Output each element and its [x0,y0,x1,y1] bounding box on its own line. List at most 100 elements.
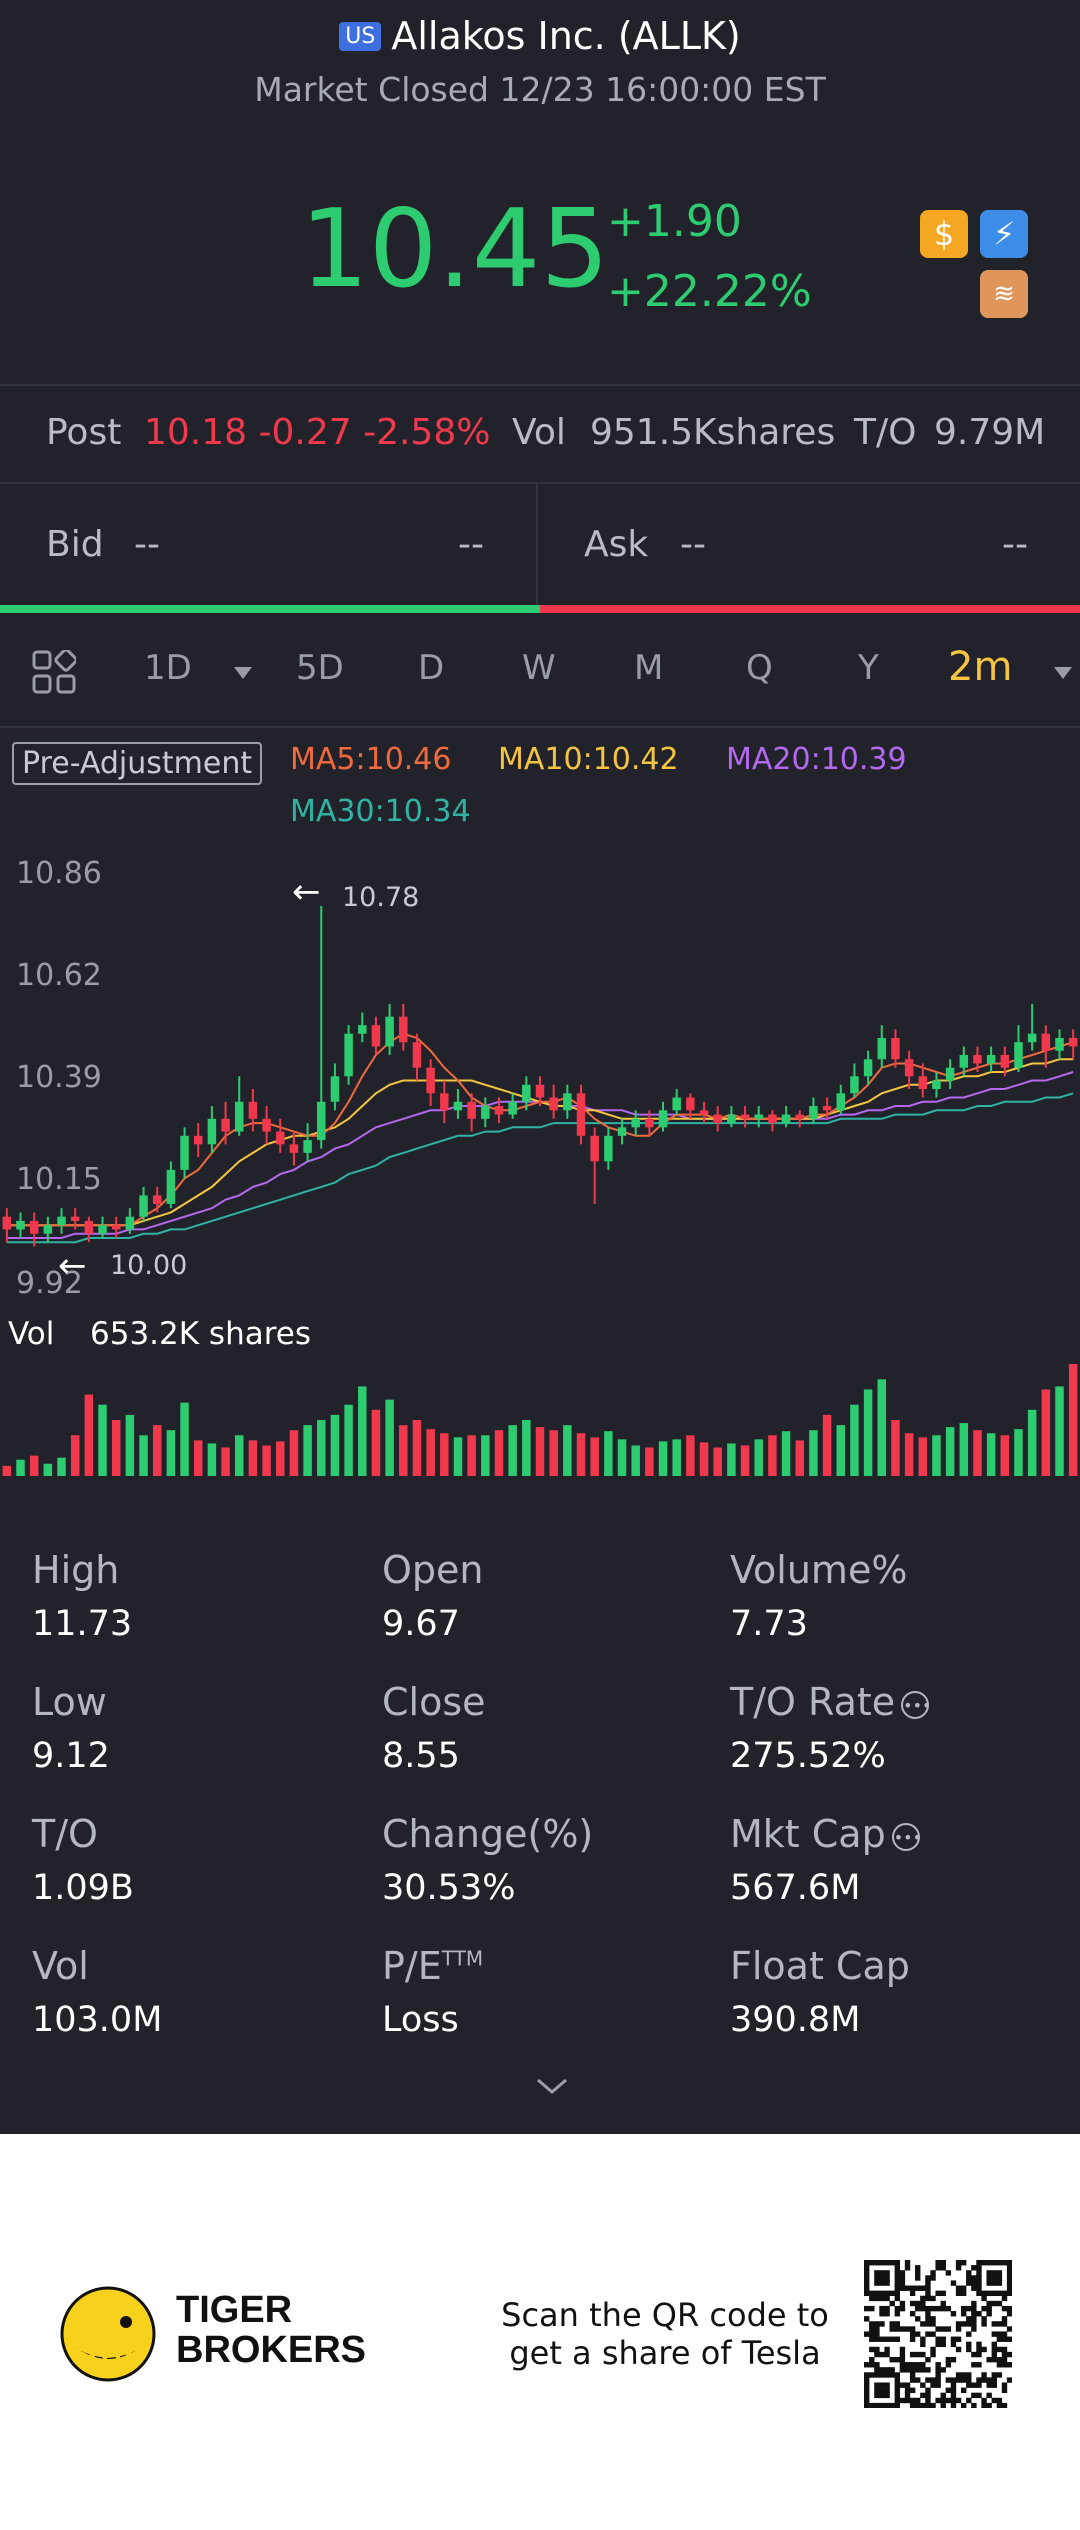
candle-body [193,1135,203,1145]
qr-cell [904,2260,911,2266]
qr-cell [981,2346,987,2353]
tab-d[interactable]: D [418,648,445,688]
stat-value: 11.73 [32,1604,133,1644]
grid-icon[interactable] [32,648,78,694]
more-info-icon[interactable]: ••• [901,1691,931,1719]
tab-q[interactable]: Q [746,648,773,688]
qr-cell [1006,2290,1012,2297]
price-change-percent: +22.22% [607,266,812,317]
qr-cell [899,2382,906,2388]
qr-cell [864,2265,870,2271]
qr-cell [955,2397,962,2404]
qr-cell [940,2265,946,2271]
qr-cell [909,2331,916,2337]
candle-body [727,1114,736,1124]
candle-body [248,1101,258,1119]
qr-cell [874,2372,880,2378]
qr-cell [884,2382,890,2388]
qr-cell [976,2377,982,2383]
candle-body [344,1033,353,1077]
layers-icon[interactable]: ≋ [980,270,1028,318]
stat-label: Close [382,1680,486,1724]
lightning-icon[interactable]: ⚡ [980,210,1028,258]
chevron-down-icon[interactable] [1054,667,1072,679]
volume-bar [904,1433,914,1476]
tab-m[interactable]: M [634,648,664,688]
qr-cell [991,2382,997,2388]
stat-label: Float Cap [730,1944,910,1988]
volume-bar [754,1439,763,1476]
qr-cell [950,2280,957,2286]
qr-cell [864,2392,870,2399]
y-tick-label: 10.62 [16,958,102,993]
qr-cell [864,2387,870,2393]
qr-cell [986,2392,992,2399]
volume-bar [57,1457,66,1476]
tab-5d[interactable]: 5D [296,648,344,688]
qr-cell [1001,2336,1008,2342]
qr-cell [935,2326,941,2332]
stat-value: 8.55 [382,1736,460,1776]
qr-cell [884,2275,890,2281]
qr-cell [940,2367,946,2373]
qr-cell [991,2331,997,2337]
qr-cell [1006,2377,1012,2383]
qr-cell [935,2305,941,2312]
tab-1d[interactable]: 1D [144,648,192,688]
dollar-icon[interactable]: $ [920,210,968,258]
page-title: US Allakos Inc. (ALLK) [0,14,1080,58]
qr-cell [874,2260,880,2266]
qr-cell [879,2270,885,2276]
qr-cell [920,2382,926,2388]
qr-cell [909,2300,916,2307]
qr-cell [935,2362,941,2368]
candlestick-chart[interactable] [0,860,1080,1300]
qr-cell [996,2300,1003,2307]
volume-bar [549,1430,558,1476]
qr-cell [930,2275,936,2281]
qr-cell [869,2321,875,2327]
qr-cell [915,2402,921,2408]
chevron-down-icon[interactable] [534,2074,570,2102]
volume-bar [139,1435,148,1476]
volume-value: 951.5Kshares [590,412,836,453]
qr-cell [884,2392,890,2399]
qr-cell [1006,2280,1012,2286]
chevron-down-icon[interactable] [234,667,252,679]
candle-body [781,1114,791,1124]
tab-2m[interactable]: 2m [948,644,1013,690]
volume-bar [453,1437,463,1476]
qr-cell [874,2382,880,2388]
bid-size: -- [458,524,484,565]
pre-adjustment-button[interactable]: Pre-Adjustment [12,742,263,785]
qr-cell [1001,2382,1008,2388]
tab-y[interactable]: Y [858,648,879,688]
qr-cell [981,2260,987,2266]
qr-cell [874,2387,880,2393]
qr-cell [864,2397,870,2404]
qr-cell [971,2275,977,2281]
volume-bar [932,1435,941,1476]
tab-w[interactable]: W [522,648,556,688]
volume-bar [576,1433,586,1476]
qr-cell [940,2305,946,2312]
qr-cell [864,2377,870,2383]
qr-cell [894,2336,901,2342]
divider [536,484,538,606]
volume-bar [959,1423,969,1476]
qr-cell [930,2346,936,2353]
qr-code[interactable] [864,2260,1012,2408]
qr-cell [981,2316,987,2322]
more-info-icon[interactable]: ••• [891,1823,922,1851]
volume-bar [1027,1409,1037,1476]
qr-cell [950,2311,957,2317]
qr-cell [996,2260,1003,2266]
candle-body [891,1037,900,1060]
qr-cell [915,2367,921,2373]
qr-cell [920,2402,926,2408]
candle-body [822,1106,832,1111]
candle-body [125,1216,135,1230]
qr-cell [879,2321,885,2327]
qr-cell [971,2362,977,2368]
qr-cell [920,2321,926,2327]
